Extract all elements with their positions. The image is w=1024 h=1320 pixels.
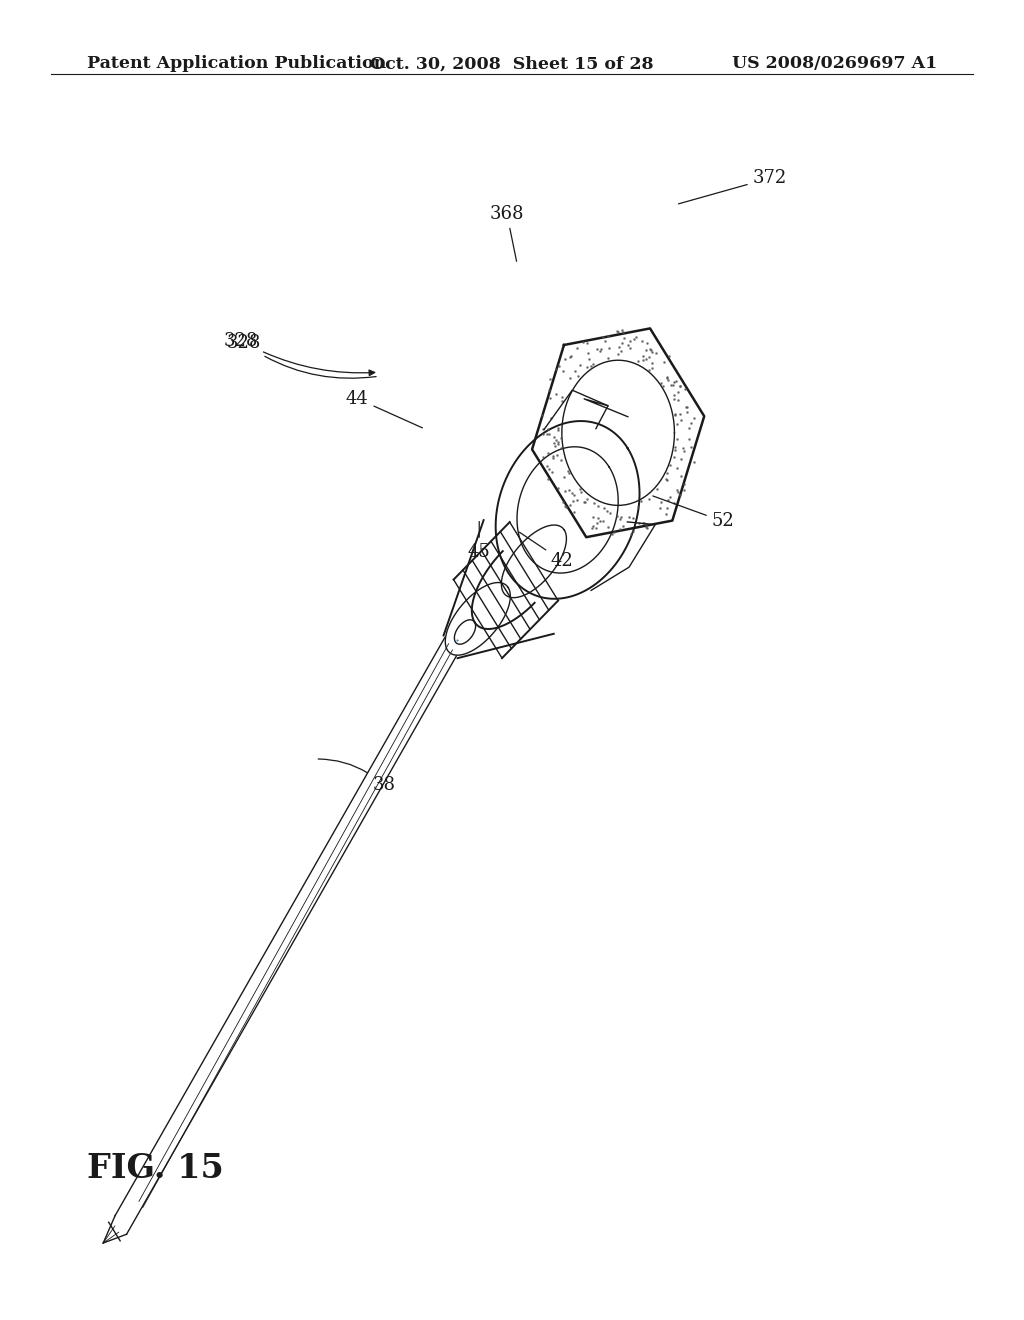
Text: 52: 52 <box>653 496 734 531</box>
Text: 328: 328 <box>226 334 376 379</box>
Text: 45: 45 <box>468 521 490 561</box>
Text: FIG. 15: FIG. 15 <box>87 1151 224 1185</box>
Text: 328: 328 <box>223 331 375 376</box>
Text: 372: 372 <box>679 169 786 203</box>
Text: US 2008/0269697 A1: US 2008/0269697 A1 <box>732 55 937 73</box>
Text: 368: 368 <box>489 205 524 261</box>
Text: 42: 42 <box>519 532 573 570</box>
Text: 38: 38 <box>318 759 395 795</box>
Text: 44: 44 <box>346 389 423 428</box>
Text: Oct. 30, 2008  Sheet 15 of 28: Oct. 30, 2008 Sheet 15 of 28 <box>371 55 653 73</box>
Text: Patent Application Publication: Patent Application Publication <box>87 55 386 73</box>
